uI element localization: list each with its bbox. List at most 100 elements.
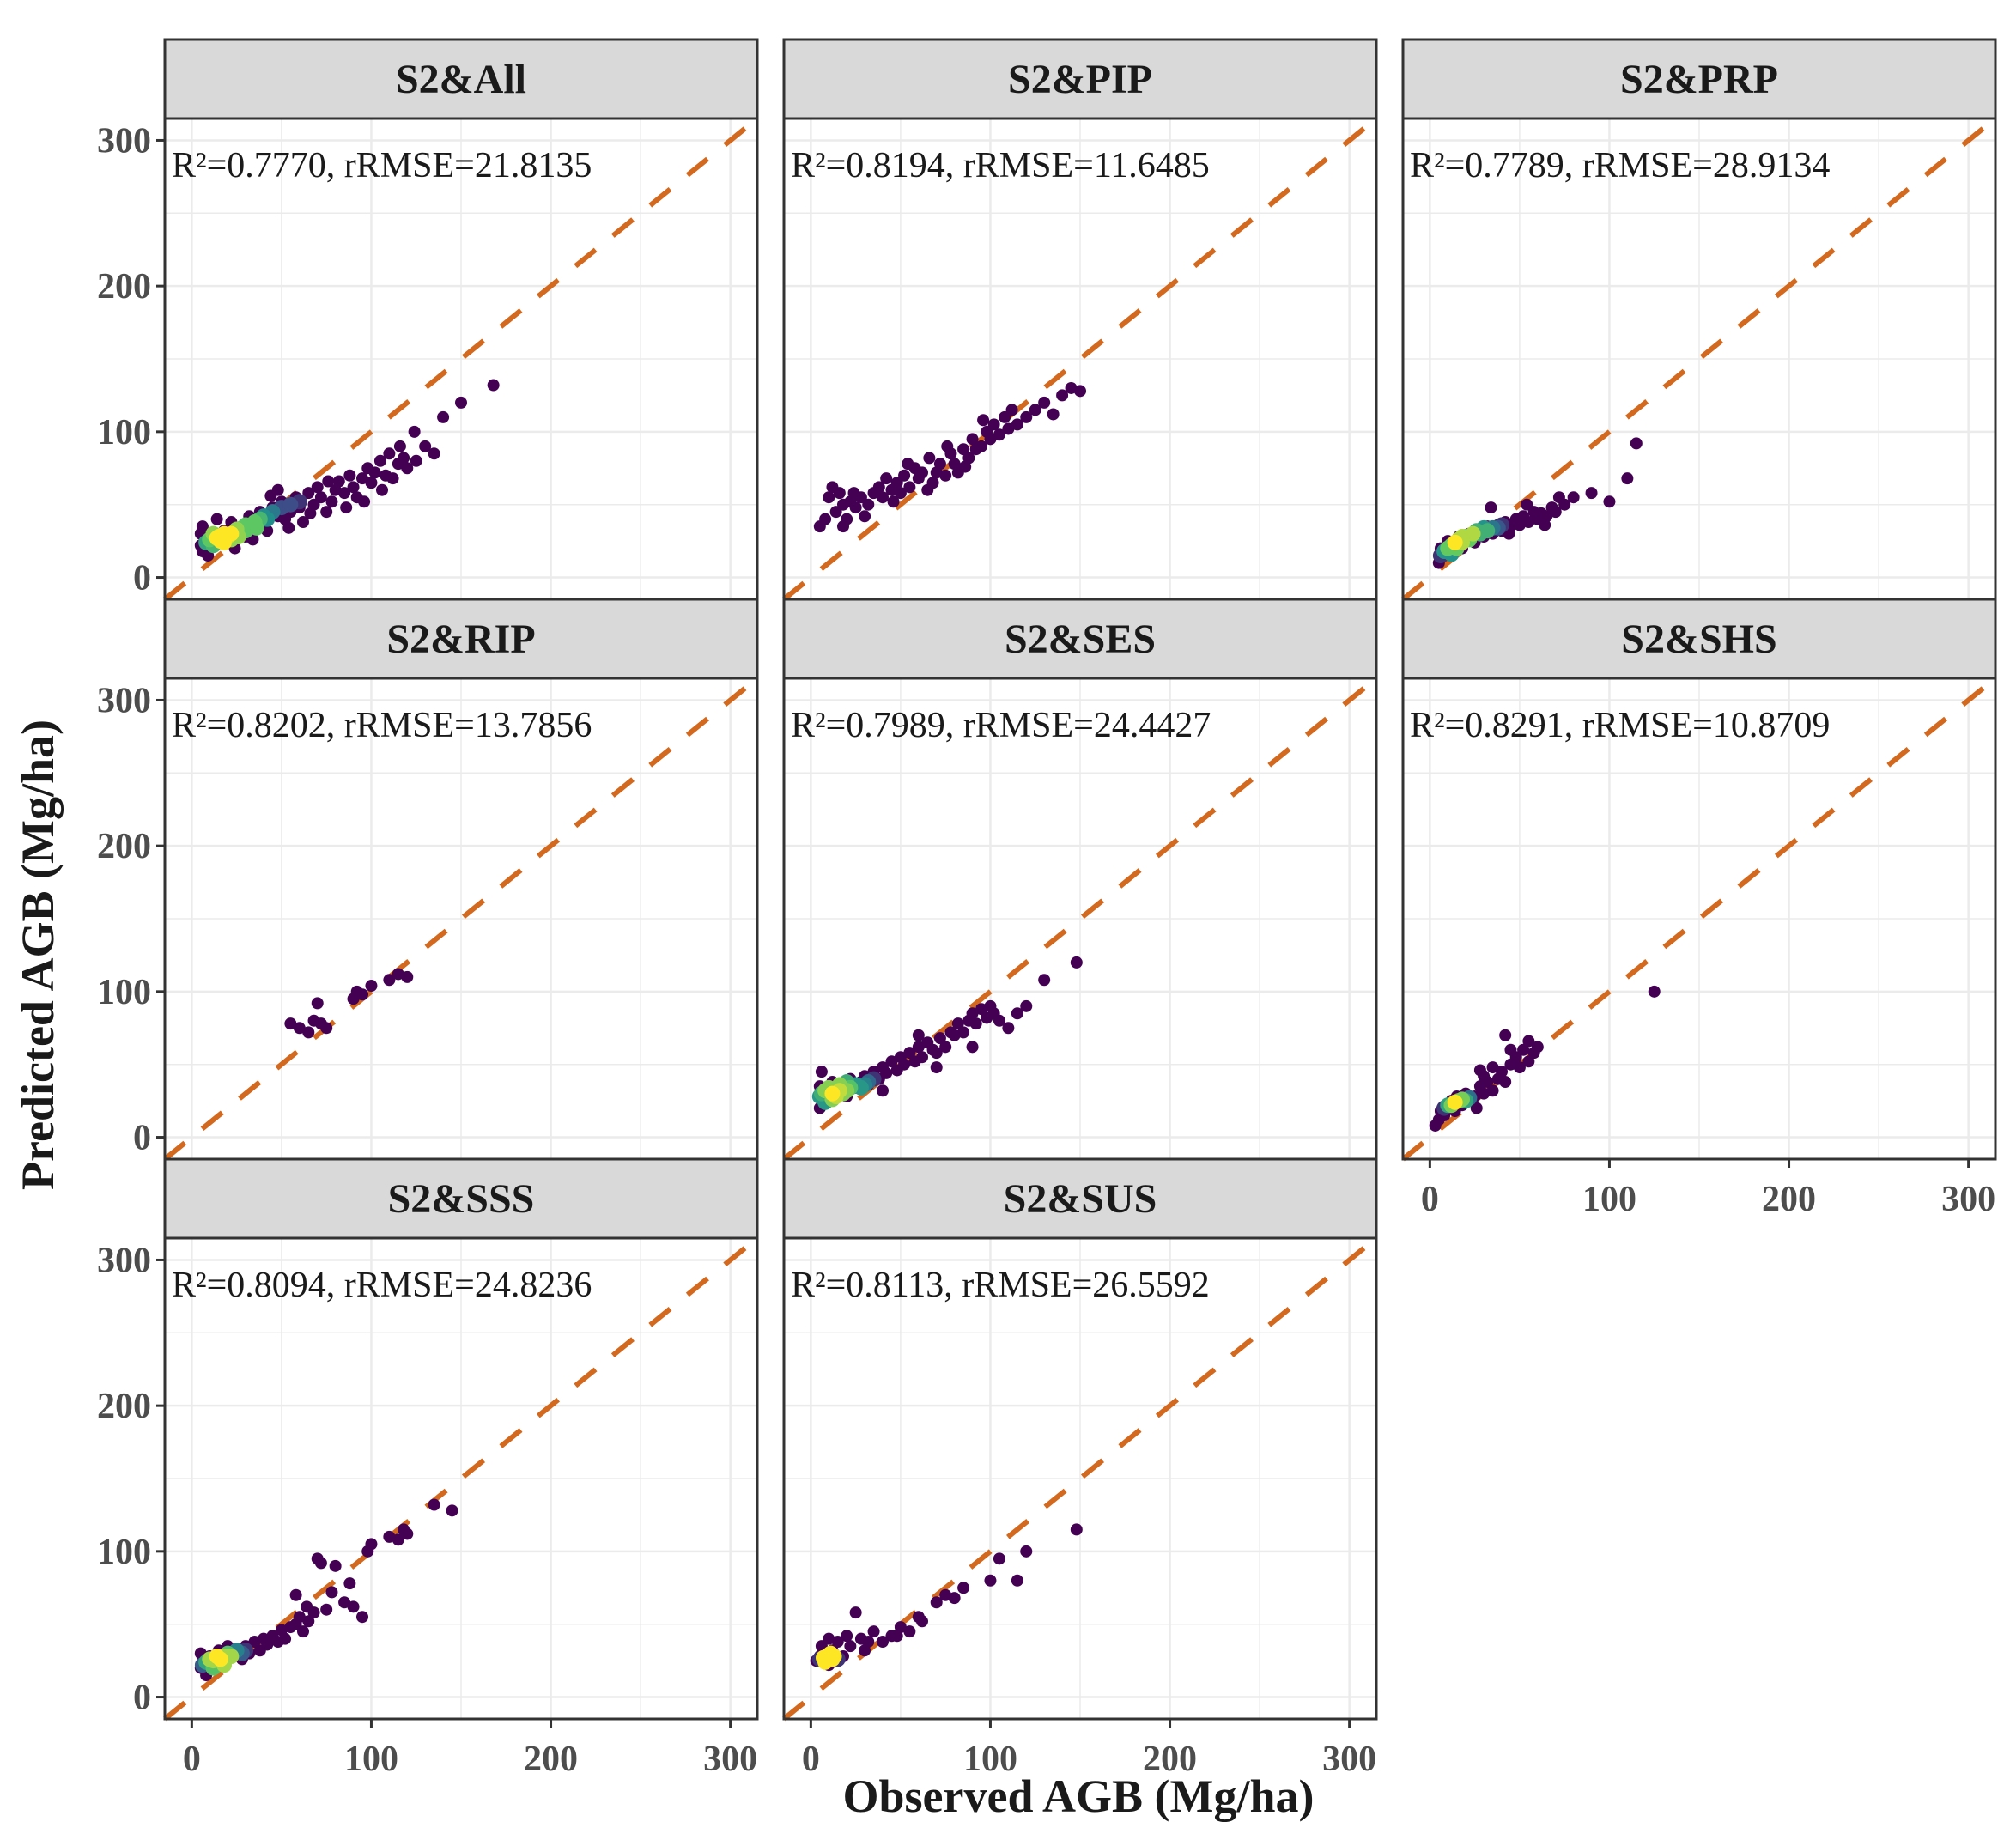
data-point [1499,1076,1512,1089]
data-point [1517,1043,1530,1056]
data-point [877,1084,889,1097]
one-to-one-line [1401,116,1997,602]
points [284,968,414,1039]
strip-background [163,38,759,120]
y-axis-title: Predicted AGB (Mg/ha) [12,720,64,1190]
data-point [297,516,309,529]
data-point [993,1552,1005,1565]
data-point [322,475,335,488]
data-point [1486,1084,1499,1097]
data-point [957,1582,970,1594]
data-point [1504,1043,1517,1056]
data-point [332,475,345,488]
panels-layer: S2&All R²=0.7770, rRMSE=21.8135 0 100 200 300… [97,38,1997,1779]
data-point [815,1066,828,1078]
points [194,379,500,562]
data-point [1648,985,1661,998]
data-point [859,510,871,523]
data-point [833,487,846,500]
y-tick-label: 0 [133,559,151,598]
facet-panel: S2&All R²=0.7770, rRMSE=21.8135 0 100 200 300 [97,38,759,602]
dense-data-point [824,1651,841,1667]
data-point [279,1632,292,1645]
facet-panel: S2&SUS R²=0.8113, rRMSE=26.5592 0 100 200 300 [782,1157,1378,1779]
x-tick-label: 200 [524,1740,578,1779]
dense-data-point [853,1079,869,1096]
x-axis-title: Observed AGB (Mg/ha) [843,1770,1315,1822]
data-point [880,472,893,485]
data-point [373,454,386,467]
data-point [302,1615,315,1628]
points [1429,985,1661,1132]
data-point [320,506,333,519]
data-point [1522,1035,1535,1048]
data-point [969,1017,982,1030]
facet-panel: S2&SES R²=0.7989, rRMSE=24.4427 [782,598,1378,1162]
data-point [933,1032,946,1045]
gridlines [165,678,757,1159]
gridlines [784,678,1376,1159]
strip-background [1401,38,1997,120]
facet-panel: S2&PRP R²=0.7789, rRMSE=28.9134 [1401,38,1997,602]
data-point [872,481,885,494]
data-point [887,495,900,508]
data-point [304,507,317,519]
strip-background [782,598,1378,680]
points [194,1498,458,1682]
data-point [347,1600,360,1613]
data-point [1567,491,1580,504]
data-point [903,481,916,494]
x-tick-label: 100 [344,1740,398,1779]
data-point [902,458,914,471]
data-point [261,1638,274,1651]
metrics-annotation: R²=0.7989, rRMSE=24.4427 [791,706,1211,745]
data-point [408,425,421,438]
one-to-one-line [1401,676,1997,1162]
data-point [401,462,414,475]
strip-title: S2&SES [1005,616,1156,662]
data-point [939,469,952,482]
data-point [1522,1055,1535,1068]
data-point [401,1527,414,1540]
y-tick-label: 300 [97,121,151,161]
x-tick-label: 100 [963,1740,1017,1779]
data-point [987,418,1000,431]
data-point [1011,1007,1023,1020]
metrics-annotation: R²=0.7789, rRMSE=28.9134 [1410,146,1830,185]
data-point [966,1041,979,1054]
data-point [916,1051,928,1064]
data-point [847,487,860,500]
data-point [1630,437,1643,450]
y-tick-label: 0 [133,1119,151,1158]
data-point [356,1611,368,1624]
data-point [383,447,396,460]
data-point [358,495,371,508]
data-point [912,1029,925,1041]
strip-background [163,598,759,680]
data-point [844,1640,857,1653]
data-point [282,521,295,534]
strip-title: S2&PIP [1008,57,1152,102]
gridlines [784,118,1376,599]
data-point [329,1559,342,1572]
data-point [338,487,351,500]
data-point [890,1630,903,1643]
data-point [1005,404,1018,416]
strip-background [782,38,1378,120]
data-point [930,1061,943,1074]
data-point [428,447,440,460]
data-point [311,997,324,1010]
strip-title: S2&SSS [388,1176,535,1222]
one-to-one-line [163,116,759,602]
data-point [841,1630,853,1643]
data-point [386,472,399,485]
data-point [293,1022,306,1035]
data-point [966,1007,979,1020]
data-point [343,469,356,482]
facet-panel: S2&SHS R²=0.8291, rRMSE=10.8709 0 100 200 300 [1401,598,1997,1219]
data-point [1486,1061,1499,1074]
metrics-annotation: R²=0.8291, rRMSE=10.8709 [1410,706,1830,745]
data-point [898,1058,911,1071]
x-tick-label: 100 [1582,1180,1636,1219]
